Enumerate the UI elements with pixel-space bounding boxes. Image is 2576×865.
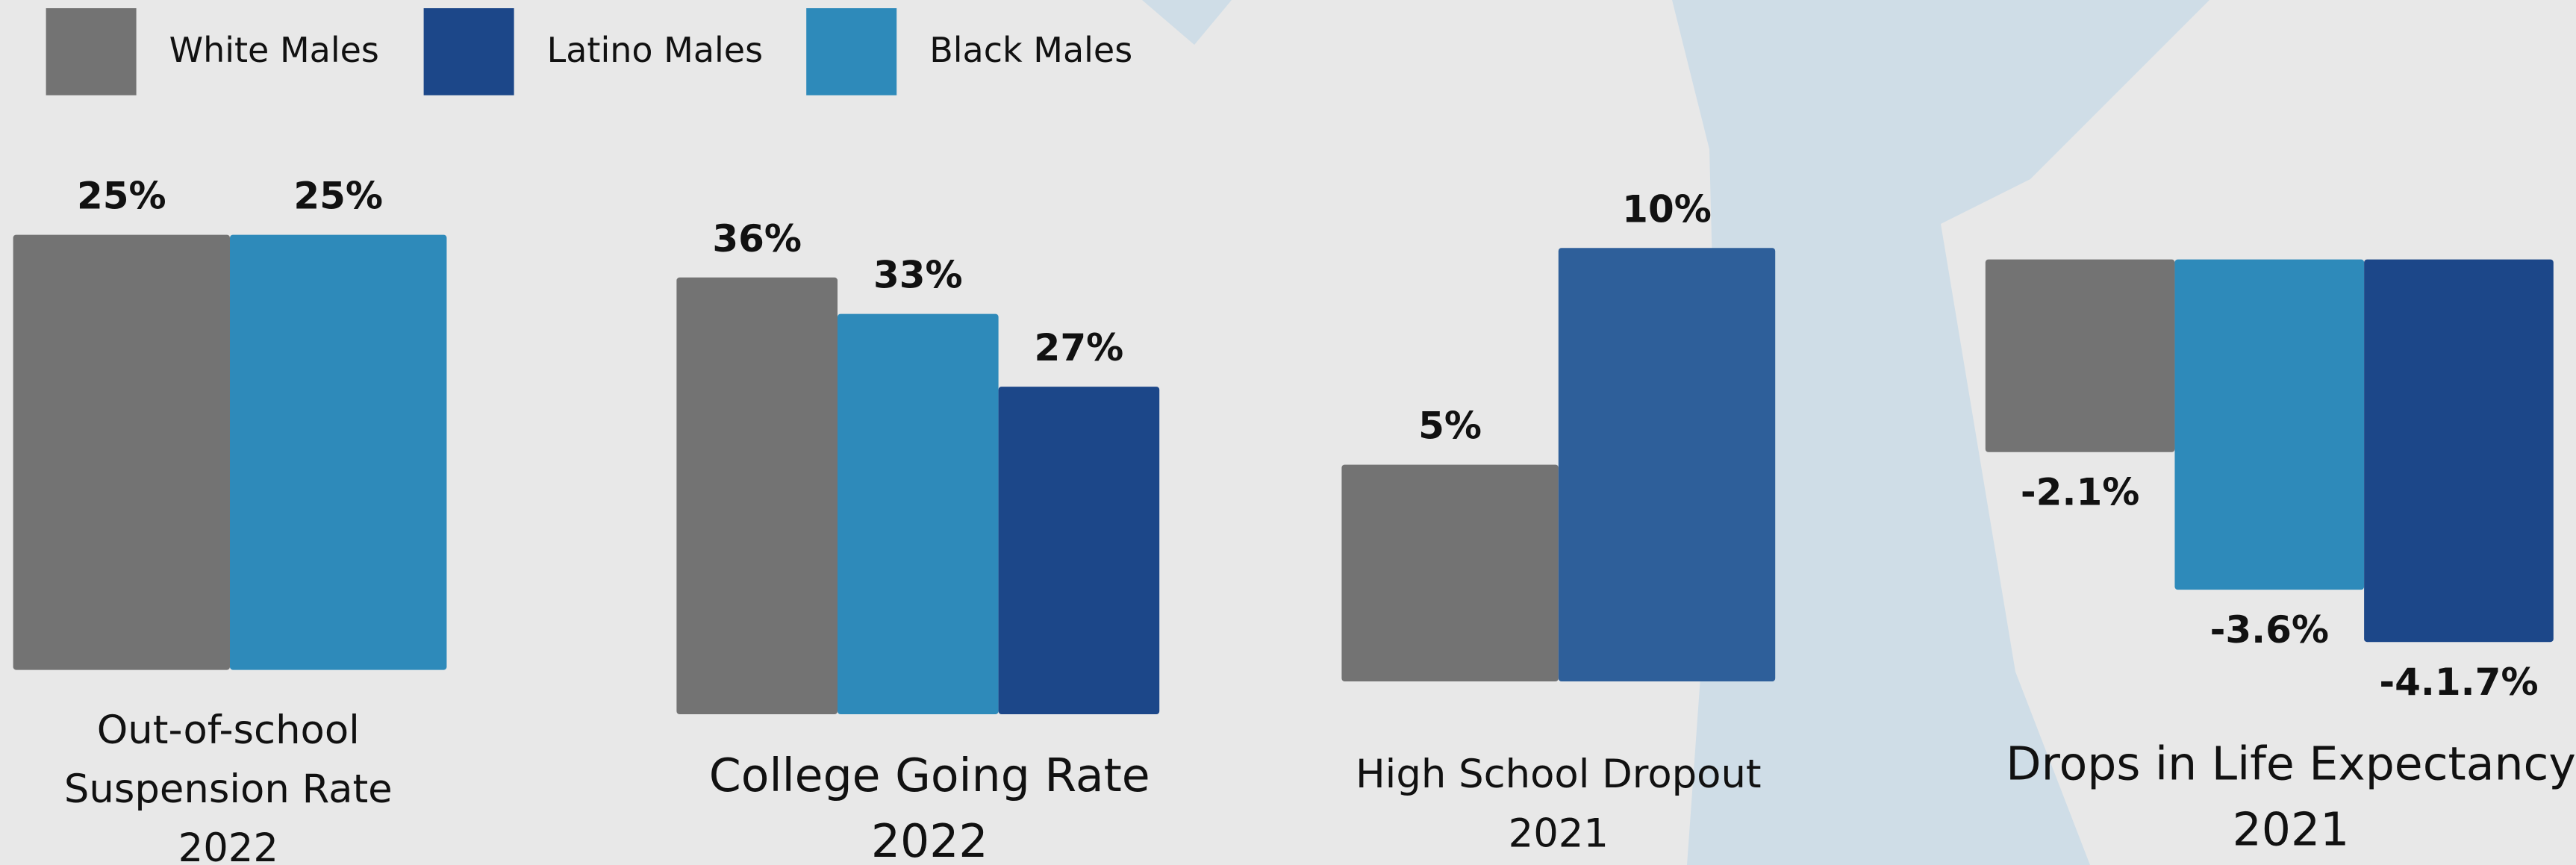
- legend-swatch: [423, 8, 514, 96]
- legend-label: Latino Males: [547, 30, 763, 70]
- chart-title: College Going Rate: [709, 749, 1150, 802]
- legend-label: Black Males: [929, 30, 1132, 70]
- chart-title: 2022: [178, 825, 278, 865]
- chart-title: Out-of-school: [97, 708, 360, 753]
- value-label: -2.1%: [2021, 470, 2139, 513]
- value-label: 25%: [293, 175, 383, 218]
- value-label: 36%: [712, 217, 802, 260]
- legend-label: White Males: [169, 30, 379, 70]
- bar: [1985, 259, 2175, 452]
- bar: [1558, 248, 1776, 681]
- value-label: 5%: [1418, 405, 1482, 448]
- value-label: 25%: [77, 175, 166, 218]
- chart-title: Suspension Rate: [64, 766, 393, 812]
- value-label: 33%: [873, 254, 963, 297]
- bar: [2174, 259, 2365, 590]
- chart-title: High School Dropout: [1356, 752, 1762, 797]
- legend-swatch: [46, 8, 137, 96]
- value-label: 27%: [1035, 326, 1124, 369]
- value-label: 10%: [1622, 187, 1712, 231]
- chart-title: 2022: [871, 814, 988, 865]
- bar: [838, 313, 999, 715]
- bar: [13, 234, 230, 670]
- bar: [2364, 259, 2554, 643]
- value-label: -3.6%: [2210, 608, 2329, 652]
- bar: [1341, 464, 1559, 681]
- background-figure: [1142, 0, 2209, 865]
- chart-title: 2021: [2233, 802, 2350, 856]
- chart-title: 2021: [1509, 811, 1609, 856]
- bar: [998, 387, 1160, 714]
- legend-swatch: [806, 8, 897, 96]
- bar: [230, 234, 447, 670]
- chart-title: Drops in Life Expectancy: [2006, 737, 2576, 790]
- bar: [676, 277, 838, 714]
- value-label: -4.1.7%: [2379, 661, 2538, 704]
